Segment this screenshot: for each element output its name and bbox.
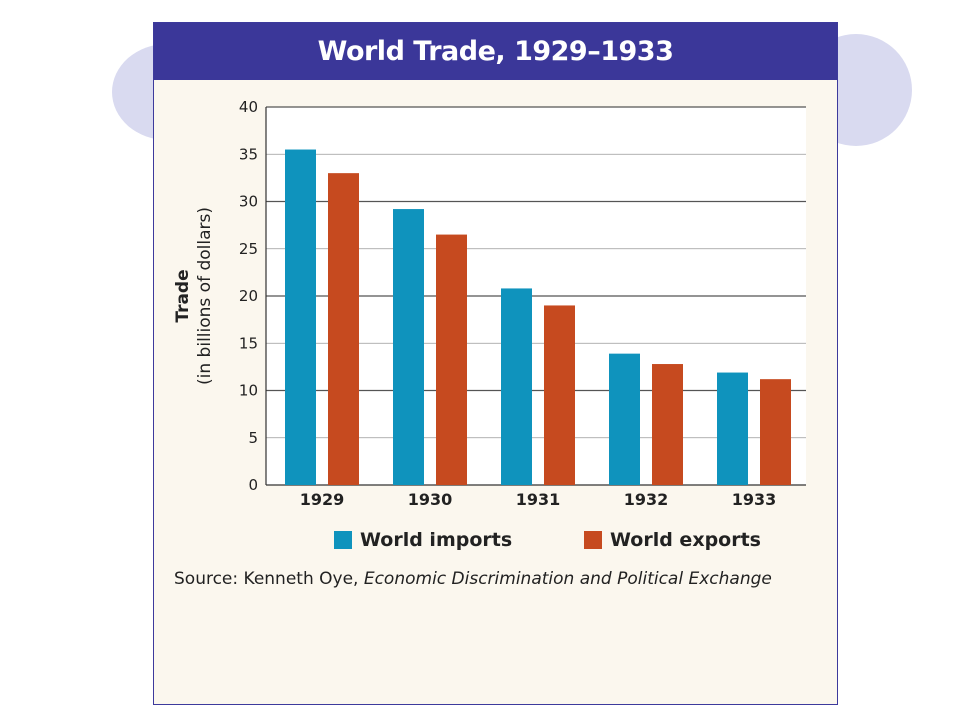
legend-swatch-imports bbox=[334, 531, 352, 549]
y-tick-label-10: 10 bbox=[239, 382, 258, 400]
y-tick-label-35: 35 bbox=[239, 145, 258, 163]
legend-item-imports: World imports bbox=[334, 529, 512, 551]
bar-imports-1931 bbox=[501, 288, 532, 485]
bar-imports-1932 bbox=[609, 353, 640, 485]
source-note: Source: Kenneth Oye, Economic Discrimina… bbox=[174, 569, 772, 589]
bar-chart: 0 5 10 15 20 25 30 35 40 1929 1930 1931 1932 1933 Trad… bbox=[173, 98, 806, 509]
y-axis-title: Trade bbox=[173, 269, 193, 322]
source-prefix: Source: Kenneth Oye, bbox=[174, 569, 359, 589]
y-tick-label-20: 20 bbox=[239, 287, 258, 305]
y-tick-label-40: 40 bbox=[239, 98, 258, 116]
y-tick-label-5: 5 bbox=[248, 429, 258, 447]
chart-panel: World Trade, 1929–1933 0 5 10 15 20 25 30 35 40 1… bbox=[153, 22, 838, 705]
y-tick-label-0: 0 bbox=[248, 476, 258, 494]
x-tick-label-1933: 1933 bbox=[732, 490, 777, 509]
bar-exports-1931 bbox=[544, 305, 575, 485]
x-tick-label-1930: 1930 bbox=[408, 490, 453, 509]
bar-exports-1930 bbox=[436, 234, 467, 485]
source-work: Economic Discrimination and Political Ex… bbox=[363, 569, 772, 589]
bar-imports-1933 bbox=[717, 372, 748, 485]
y-tick-label-15: 15 bbox=[239, 334, 258, 352]
y-tick-label-25: 25 bbox=[239, 240, 258, 258]
x-tick-label-1931: 1931 bbox=[516, 490, 561, 509]
bar-exports-1933 bbox=[760, 379, 791, 485]
x-tick-label-1929: 1929 bbox=[300, 490, 345, 509]
legend-swatch-exports bbox=[584, 531, 602, 549]
x-tick-label-1932: 1932 bbox=[624, 490, 669, 509]
bar-imports-1930 bbox=[393, 209, 424, 485]
legend-label-imports: World imports bbox=[360, 529, 513, 551]
y-axis-subtitle: (in billions of dollars) bbox=[195, 207, 215, 385]
legend-label-exports: World exports bbox=[610, 529, 761, 551]
legend-item-exports: World exports bbox=[584, 529, 761, 551]
bar-exports-1932 bbox=[652, 364, 683, 485]
chart-title: World Trade, 1929–1933 bbox=[154, 23, 837, 80]
y-tick-label-30: 30 bbox=[239, 193, 258, 211]
bar-exports-1929 bbox=[328, 173, 359, 485]
bar-imports-1929 bbox=[285, 149, 316, 485]
